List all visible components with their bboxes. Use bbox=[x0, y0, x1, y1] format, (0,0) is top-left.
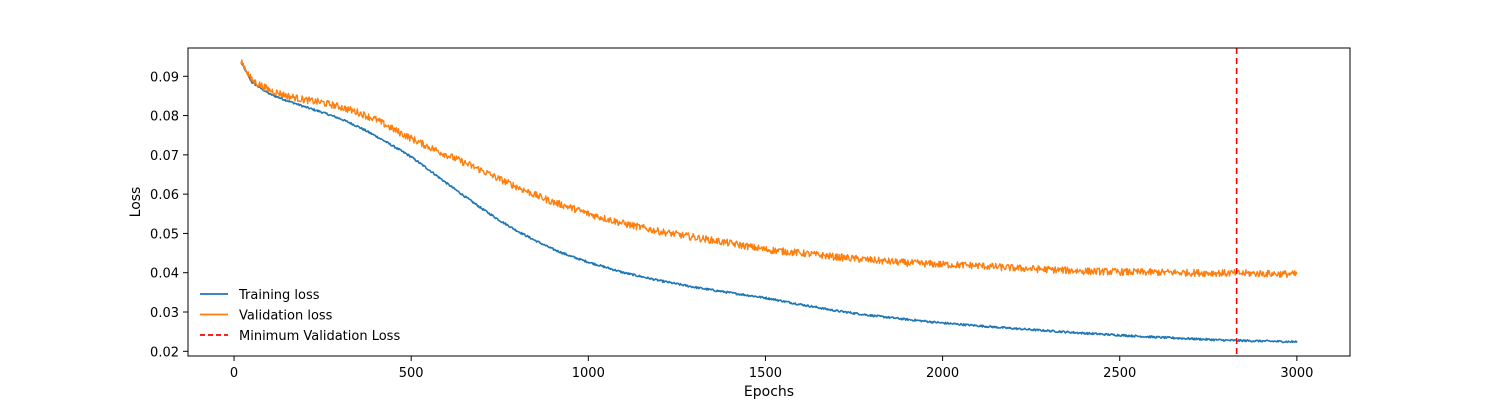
legend: Training loss Validation loss Minimum Vali… bbox=[200, 288, 400, 344]
x-tick-label: 2000 bbox=[926, 366, 959, 381]
series-layer bbox=[240, 59, 1298, 344]
y-axis: 0.02 0.03 0.04 0.05 0.06 0.07 0.08 0.09 bbox=[150, 70, 188, 360]
series-line-validation-loss bbox=[240, 59, 1298, 279]
y-tick-label: 0.09 bbox=[150, 70, 179, 85]
plot-frame bbox=[187, 47, 1351, 357]
series-line-training-loss bbox=[240, 61, 1298, 344]
x-tick-label: 2500 bbox=[1103, 366, 1136, 381]
x-tick-label: 1500 bbox=[749, 366, 782, 381]
x-tick-label: 500 bbox=[399, 366, 424, 381]
y-axis-title: Loss bbox=[128, 187, 144, 218]
x-tick-label: 0 bbox=[230, 366, 238, 381]
legend-label: Minimum Validation Loss bbox=[239, 329, 400, 344]
legend-label: Training loss bbox=[238, 288, 320, 303]
y-tick-label: 0.05 bbox=[150, 227, 179, 242]
legend-item-training-loss: Training loss bbox=[200, 288, 320, 303]
y-tick-label: 0.08 bbox=[150, 110, 179, 125]
legend-label: Validation loss bbox=[239, 309, 333, 324]
y-tick-label: 0.07 bbox=[150, 149, 179, 164]
legend-item-minimum-validation-loss: Minimum Validation Loss bbox=[200, 329, 400, 344]
x-tick-label: 1000 bbox=[572, 366, 605, 381]
y-tick-label: 0.03 bbox=[150, 306, 179, 321]
y-tick-label: 0.04 bbox=[150, 267, 179, 282]
legend-item-validation-loss: Validation loss bbox=[200, 309, 333, 324]
x-axis-title: Epochs bbox=[744, 384, 794, 400]
x-tick-label: 3000 bbox=[1280, 366, 1313, 381]
x-axis: 0 500 1000 1500 2000 2500 3000 bbox=[230, 356, 1313, 381]
y-tick-label: 0.02 bbox=[150, 345, 179, 360]
plot-area bbox=[187, 47, 1351, 357]
y-tick-label: 0.06 bbox=[150, 188, 179, 203]
